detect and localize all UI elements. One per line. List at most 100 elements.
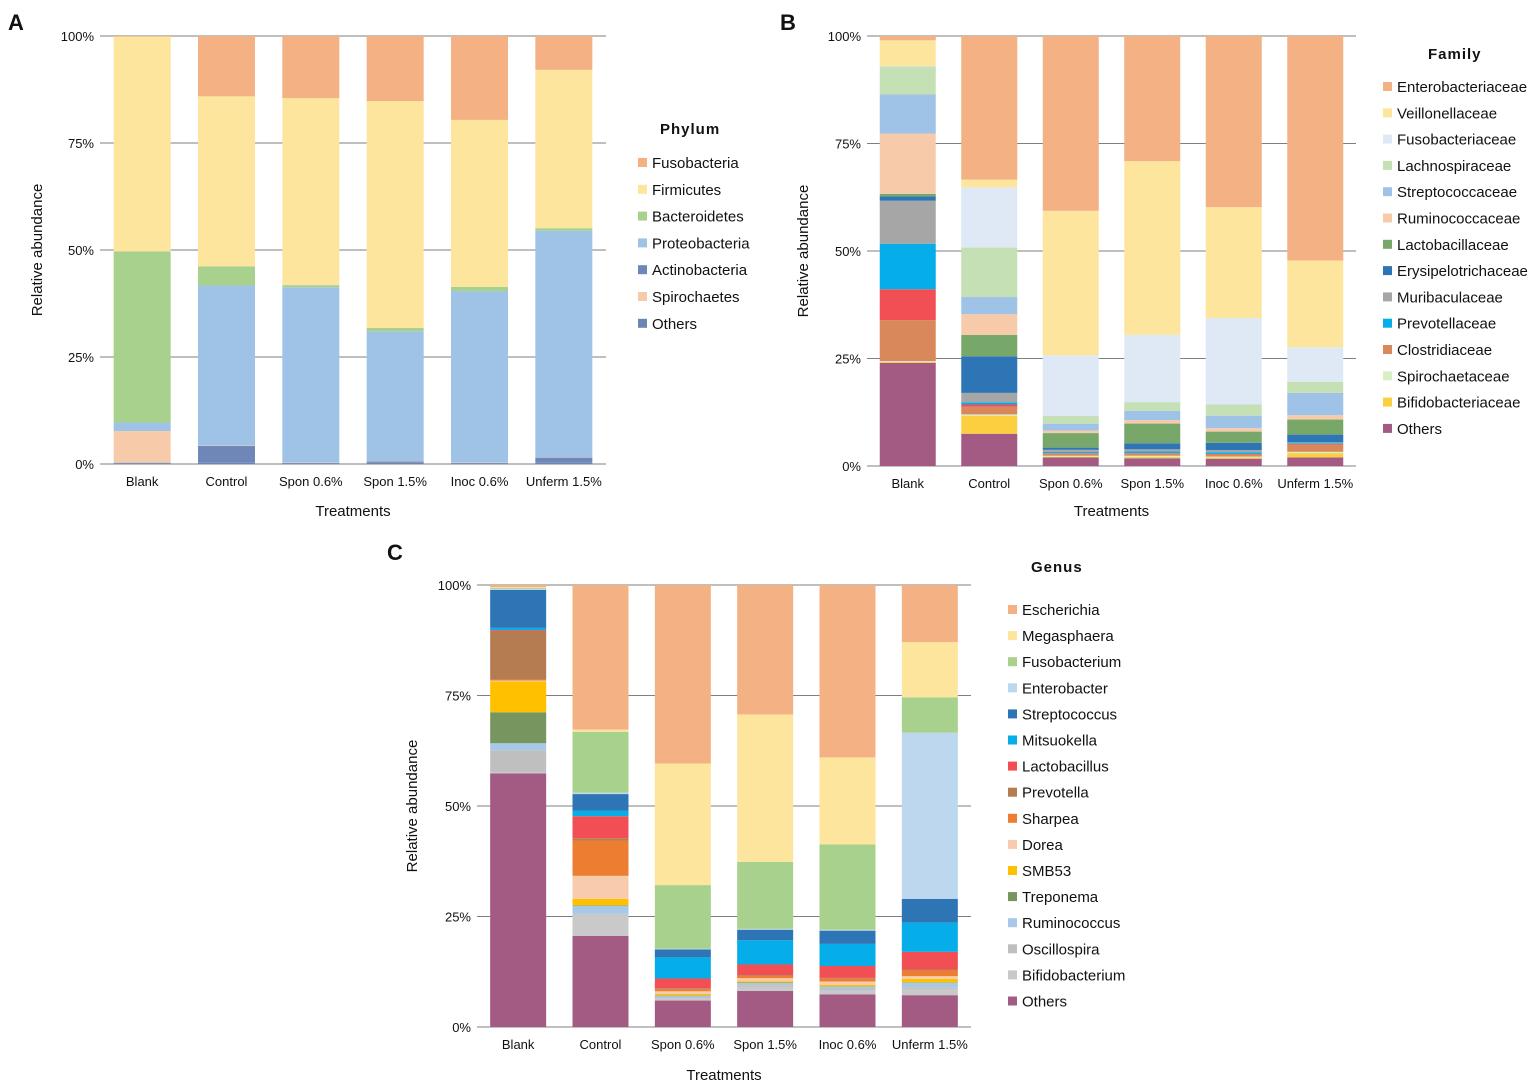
bar-segment-smb53 bbox=[819, 985, 876, 987]
y-tick-label: 75% bbox=[445, 689, 471, 704]
bar-segment-megasphaera bbox=[737, 714, 794, 862]
bar-segment-spirochaetaceae bbox=[879, 361, 936, 362]
legend-swatch-fusobacteriaceae bbox=[1383, 134, 1392, 144]
bar-segment-smb53 bbox=[901, 978, 958, 983]
bar-segment-bifidobacteriaceae bbox=[1287, 453, 1344, 458]
legend-label-proteobacteria: Proteobacteria bbox=[652, 235, 750, 252]
legend-swatch-enterobacter bbox=[1008, 683, 1017, 693]
legend-swatch-lachnospiraceae bbox=[1383, 160, 1392, 170]
bar-segment-streptococcus bbox=[819, 930, 876, 944]
bar-segment-smb53 bbox=[572, 898, 629, 906]
bar-segment-dorea bbox=[901, 976, 958, 979]
legend-label-others: Others bbox=[1397, 421, 1442, 438]
bar-segment-dorea bbox=[819, 981, 876, 986]
bar-segment-ruminococcaceae bbox=[1287, 415, 1344, 420]
x-tick-label: Control bbox=[206, 474, 248, 489]
bar-segment-prevotella bbox=[737, 975, 794, 976]
bar-segment-oscillospira bbox=[490, 750, 547, 773]
bar-segment-proteobacteria bbox=[198, 285, 255, 446]
bar-segment-streptococcaceae bbox=[1124, 410, 1181, 421]
bar-segment-sharpea bbox=[901, 970, 958, 977]
bar-segment-actinobacteria bbox=[535, 457, 593, 463]
bar-segment-ruminococcaceae bbox=[961, 314, 1018, 335]
legend-swatch-escherichia bbox=[1008, 605, 1017, 614]
bar-segment-fusobacterium bbox=[572, 731, 629, 793]
legend-label-enterobacter: Enterobacter bbox=[1022, 680, 1108, 697]
bar-segment-ruminococcaceae bbox=[1205, 428, 1262, 432]
legend-label-spirochaetaceae: Spirochaetaceae bbox=[1397, 368, 1510, 385]
bar-segment-fusobacteria bbox=[198, 36, 255, 97]
bar-segment-mitsuokella bbox=[572, 810, 629, 817]
bar-segment-erysipelotrichaceae bbox=[1124, 443, 1181, 450]
bar-segment-prevotellaceae bbox=[879, 243, 936, 290]
bar-segment-others bbox=[1124, 458, 1181, 466]
legend-swatch-prevotellaceae bbox=[1383, 318, 1392, 328]
x-tick-label: Spon 0.6% bbox=[651, 1037, 715, 1052]
y-axis-title: Relative abundance bbox=[404, 740, 421, 873]
bar-segment-smb53 bbox=[654, 993, 711, 996]
bar-segment-megasphaera bbox=[654, 763, 711, 886]
bar-segment-bacteroidetes bbox=[451, 286, 508, 292]
y-tick-label: 25% bbox=[68, 350, 94, 365]
bar-segment-muribaculaceae bbox=[1205, 450, 1262, 453]
bar-segment-megasphaera bbox=[819, 757, 876, 845]
legend-label-bacteroidetes: Bacteroidetes bbox=[652, 209, 744, 226]
bar-segment-clostridiaceae bbox=[1124, 453, 1181, 456]
bar-segment-veillonellaceae bbox=[961, 179, 1018, 188]
bar-segment-muribaculaceae bbox=[1287, 442, 1344, 444]
bar-segment-oscillospira bbox=[654, 997, 711, 999]
bar-segment-ruminococcus bbox=[572, 905, 629, 914]
x-tick-label: Blank bbox=[502, 1037, 535, 1052]
legend-label-prevotellaceae: Prevotellaceae bbox=[1397, 316, 1496, 333]
bar-segment-fusobacteriaceae bbox=[1287, 347, 1344, 382]
bar-segment-streptococcus bbox=[572, 794, 629, 811]
bar-segment-dorea bbox=[654, 991, 711, 994]
y-tick-label: 50% bbox=[68, 243, 94, 258]
bar-segment-prevotellaceae bbox=[1124, 451, 1181, 454]
bar-segment-muribaculaceae bbox=[961, 392, 1018, 403]
bar-segment-enterobacteriaceae bbox=[1042, 36, 1099, 211]
bar-segment-erysipelotrichaceae bbox=[1042, 447, 1099, 450]
x-tick-label: Control bbox=[580, 1037, 622, 1052]
bar-segment-proteobacteria bbox=[366, 331, 424, 461]
bar-segment-others bbox=[282, 463, 340, 464]
bar-segment-spirochaetaceae bbox=[1205, 456, 1262, 458]
bar-segment-clostridiaceae bbox=[1287, 444, 1344, 452]
bar-segment-oscillospira bbox=[819, 988, 876, 991]
bar-segment-prevotellaceae bbox=[1042, 451, 1099, 454]
bar-segment-escherichia bbox=[819, 585, 876, 758]
bar-segment-prevotellaceae bbox=[961, 402, 1018, 405]
legend-label-spirochaetes: Spirochaetes bbox=[652, 289, 740, 306]
legend-label-bifidobacteriaceae: Bifidobacteriaceae bbox=[1397, 395, 1520, 412]
panel-b: B 0% 25% 50% 75% 100% Blank Control Spon 0.6% Spo… bbox=[780, 10, 1528, 520]
legend-label-ruminococcaceae: Ruminococcaceae bbox=[1397, 211, 1520, 228]
bar-segment-prevotellaceae bbox=[1205, 452, 1262, 454]
x-tick-label: Spon 0.6% bbox=[1039, 476, 1103, 491]
bar-segment-lachnospiraceae bbox=[879, 66, 936, 95]
y-tick-label: 50% bbox=[445, 799, 471, 814]
bar-segment-prevotella bbox=[572, 838, 629, 841]
bar-segment-streptococcaceae bbox=[879, 94, 936, 134]
legend-label-erysipelotrichaceae: Erysipelotrichaceae bbox=[1397, 263, 1528, 280]
bar-segment-firmicutes bbox=[535, 69, 593, 229]
x-tick-label: Spon 1.5% bbox=[363, 474, 427, 489]
bar-segment-bacteroidetes bbox=[198, 266, 255, 286]
bar-segment-bifidobacterium bbox=[490, 772, 547, 774]
bar-segment-bacteroidetes bbox=[366, 327, 424, 332]
bar-segment-sharpea bbox=[654, 989, 711, 992]
legend-label-streptococcaceae: Streptococcaceae bbox=[1397, 184, 1517, 201]
panel-c: C 0% 25% 50% 75% 100% Blank Control Spon 0.6% Spo… bbox=[387, 540, 1125, 1084]
legend-swatch-lactobacillaceae bbox=[1383, 239, 1392, 249]
bar-segment-others bbox=[572, 935, 629, 1027]
x-axis-title: Treatments bbox=[315, 503, 390, 520]
bar-segment-ruminococcaceae bbox=[879, 133, 936, 194]
bar-segment-others bbox=[113, 463, 171, 464]
legend-label-lachnospiraceae: Lachnospiraceae bbox=[1397, 158, 1511, 175]
bar-segment-fusobacterium bbox=[901, 697, 958, 733]
legend-swatch-actinobacteria bbox=[638, 265, 647, 275]
bar-segment-enterobacter bbox=[819, 929, 876, 931]
bar-segment-streptococcaceae bbox=[1042, 423, 1099, 431]
bar-segment-oscillospira bbox=[901, 987, 958, 989]
bar-segment-megasphaera bbox=[901, 642, 958, 698]
bar-segment-lactobacillaceae bbox=[879, 193, 936, 197]
